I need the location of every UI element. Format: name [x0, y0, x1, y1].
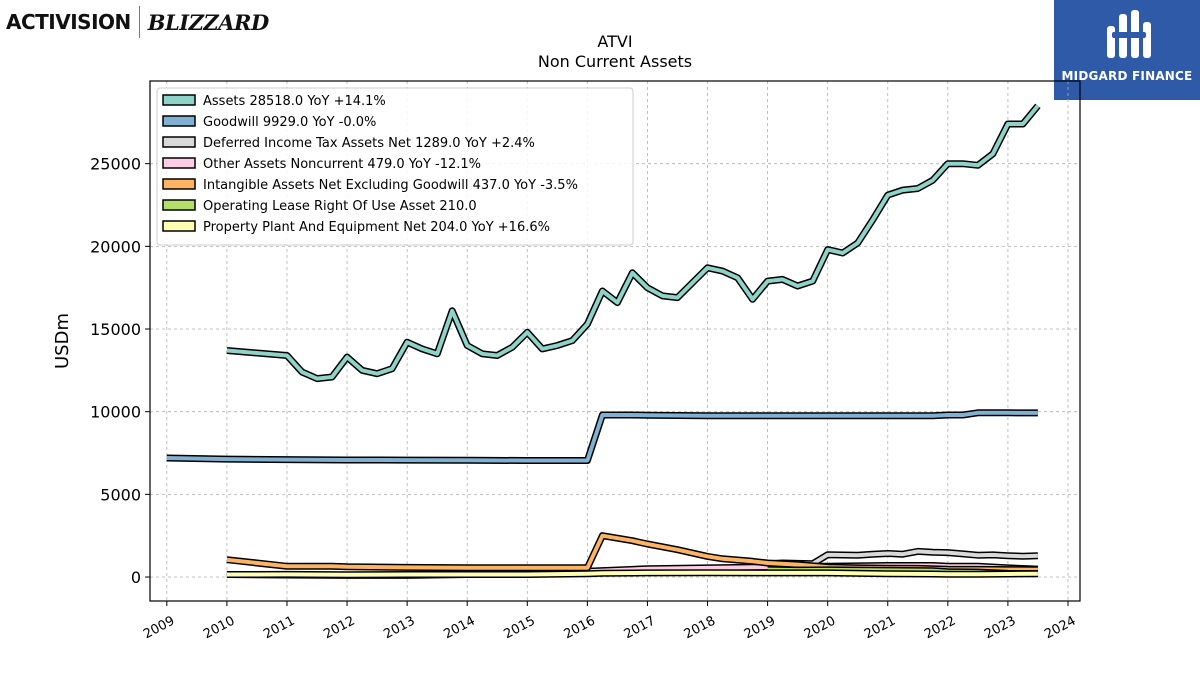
- chart-title: ATVI: [597, 32, 632, 51]
- activision-blizzard-logo: ACTIVISION BLIZZARD: [6, 6, 269, 38]
- legend-entry: Goodwill 9929.0 YoY -0.0%: [203, 115, 376, 130]
- x-tick-label: 2012: [321, 614, 357, 643]
- x-tick-label: 2016: [562, 614, 598, 643]
- legend-entry: Property Plant And Equipment Net 204.0 Y…: [203, 220, 550, 235]
- activision-logo-text: ACTIVISION: [6, 10, 131, 34]
- legend-swatch: [162, 178, 196, 190]
- series-line: [226, 104, 1040, 381]
- series-line: [226, 570, 1038, 577]
- x-tick-label: 2010: [201, 614, 237, 643]
- x-tick-label: 2023: [982, 614, 1018, 643]
- legend-entry: Operating Lease Right Of Use Asset 210.0: [203, 199, 477, 214]
- legend-swatch: [162, 199, 196, 211]
- legend-swatch: [162, 157, 196, 169]
- x-tick-label: 2014: [441, 614, 477, 643]
- x-tick-label: 2015: [502, 614, 538, 643]
- legend-swatch: [162, 94, 196, 106]
- x-tick-label: 2019: [742, 614, 778, 643]
- x-tick-label: 2022: [922, 614, 958, 643]
- series-line: [767, 549, 1038, 566]
- logo-divider: [138, 6, 140, 38]
- midgard-emblem-icon: [1107, 10, 1151, 58]
- series-7-group: [226, 569, 1038, 579]
- series-lines: [166, 103, 1041, 579]
- legend-swatch: [162, 136, 196, 148]
- y-tick-label: 10000: [90, 403, 141, 422]
- plot-frame: [149, 80, 1081, 602]
- y-tick-label: 0: [131, 568, 141, 587]
- x-tick-label: 2021: [862, 614, 898, 643]
- y-tick-label: 5000: [100, 485, 141, 504]
- y-tick-label: 25000: [90, 155, 141, 174]
- legend-entry: Other Assets Noncurrent 479.0 YoY -12.1%: [203, 157, 481, 172]
- legend: Assets 28518.0 YoY +14.1% Goodwill 9929.0…: [156, 87, 634, 246]
- midgard-finance-text: MIDGARD FINANCE: [1061, 69, 1193, 83]
- x-tick-label: 2017: [622, 614, 658, 643]
- y-tick-label: 15000: [90, 320, 141, 339]
- x-axis-ticks: 2009 2010 2011 2012 2013 2014 2015 2016 2017 2018…: [141, 601, 1078, 642]
- legend-entry: Deferred Income Tax Assets Net 1289.0 Yo…: [203, 136, 535, 151]
- legend-box: [156, 87, 634, 246]
- legend-entry: Assets 28518.0 YoY +14.1%: [203, 94, 386, 109]
- y-axis-label: USDm: [52, 313, 73, 369]
- midgard-finance-logo: MIDGARD FINANCE: [1054, 0, 1200, 100]
- chart-subtitle: Non Current Assets: [538, 52, 692, 71]
- series-2-group: [166, 409, 1038, 464]
- series-1-group: [226, 103, 1041, 383]
- x-tick-label: 2013: [381, 614, 417, 643]
- legend-swatch: [162, 220, 196, 232]
- x-tick-label: 2020: [802, 614, 838, 643]
- x-tick-label: 2009: [141, 614, 177, 643]
- y-axis-ticks: 0 5000 10000 15000 20000 25000: [90, 155, 150, 587]
- legend-swatch: [162, 115, 196, 127]
- series-line: [166, 410, 1038, 463]
- x-tick-label: 2024: [1042, 614, 1078, 643]
- x-tick-label: 2011: [261, 614, 297, 643]
- series-3-group: [767, 547, 1039, 568]
- x-tick-label: 2018: [682, 614, 718, 643]
- blizzard-logo-text: BLIZZARD: [147, 9, 269, 35]
- legend-entry: Intangible Assets Net Excluding Goodwill…: [203, 178, 578, 193]
- y-tick-label: 20000: [90, 237, 141, 256]
